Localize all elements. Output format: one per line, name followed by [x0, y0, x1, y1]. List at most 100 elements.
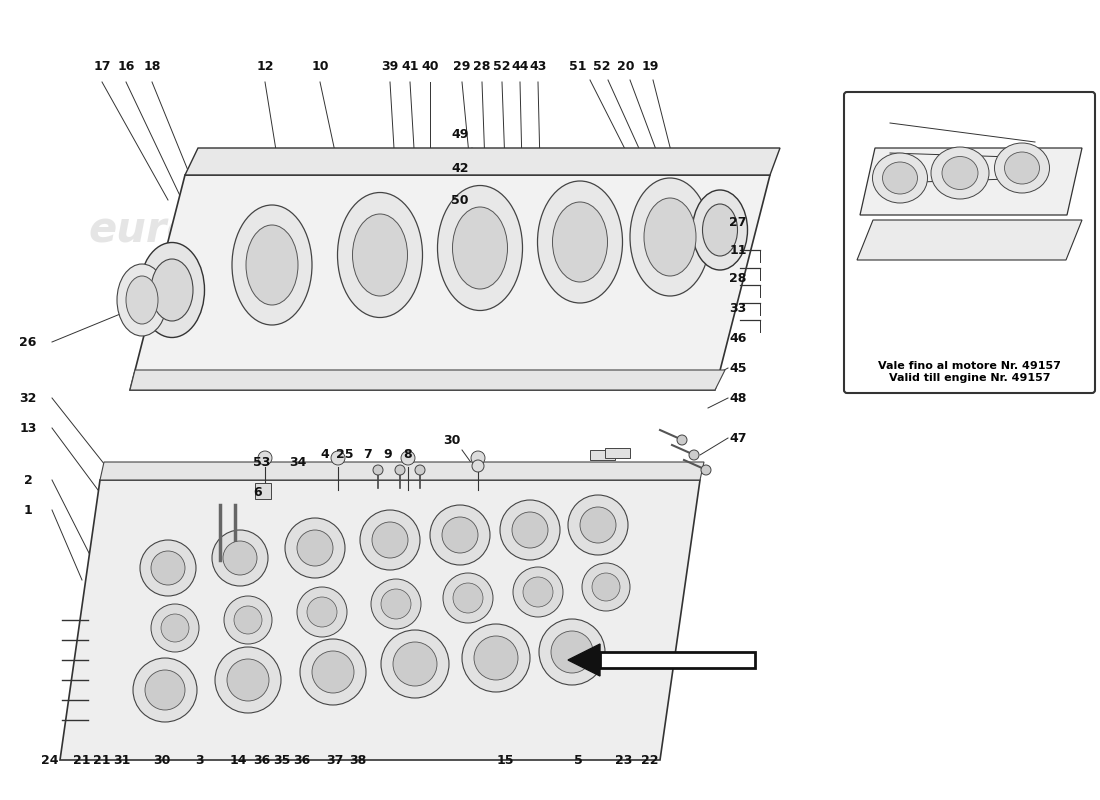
Circle shape — [133, 658, 197, 722]
Text: 26: 26 — [20, 335, 36, 349]
Text: 28: 28 — [729, 271, 747, 285]
Ellipse shape — [232, 205, 312, 325]
Text: 37: 37 — [327, 754, 343, 766]
Text: 2: 2 — [23, 474, 32, 486]
Ellipse shape — [352, 214, 407, 296]
Circle shape — [415, 465, 425, 475]
Circle shape — [395, 465, 405, 475]
Text: 25: 25 — [337, 449, 354, 462]
Text: 40: 40 — [421, 61, 439, 74]
Text: 52: 52 — [493, 61, 510, 74]
Text: 1: 1 — [23, 503, 32, 517]
Ellipse shape — [338, 193, 422, 318]
Polygon shape — [130, 370, 725, 390]
Polygon shape — [860, 148, 1082, 215]
Circle shape — [212, 530, 268, 586]
Text: 38: 38 — [350, 754, 366, 766]
Text: 21: 21 — [74, 754, 90, 766]
Text: 32: 32 — [20, 391, 36, 405]
Text: 43: 43 — [866, 113, 886, 127]
Polygon shape — [185, 148, 780, 175]
Text: Vale fino al motore Nr. 49157
Valid till engine Nr. 49157: Vale fino al motore Nr. 49157 Valid till… — [878, 362, 1060, 383]
Circle shape — [551, 631, 593, 673]
Text: 28: 28 — [473, 61, 491, 74]
Polygon shape — [60, 480, 700, 760]
Circle shape — [223, 541, 257, 575]
Circle shape — [372, 522, 408, 558]
Ellipse shape — [452, 207, 507, 289]
Text: 42: 42 — [451, 162, 469, 174]
Circle shape — [701, 465, 711, 475]
Text: 20: 20 — [617, 61, 635, 74]
Circle shape — [373, 465, 383, 475]
Text: 39: 39 — [382, 61, 398, 74]
Bar — [605, 448, 630, 458]
Circle shape — [331, 451, 345, 465]
Text: 27: 27 — [729, 215, 747, 229]
Circle shape — [224, 596, 272, 644]
Text: 44: 44 — [512, 61, 529, 74]
Ellipse shape — [872, 153, 927, 203]
Ellipse shape — [438, 186, 522, 310]
Circle shape — [312, 651, 354, 693]
Ellipse shape — [931, 147, 989, 199]
Circle shape — [462, 624, 530, 692]
Text: 36: 36 — [294, 754, 310, 766]
FancyBboxPatch shape — [255, 482, 272, 499]
Text: 33: 33 — [729, 302, 747, 314]
Circle shape — [582, 563, 630, 611]
Circle shape — [151, 551, 185, 585]
Text: 30: 30 — [443, 434, 461, 446]
Bar — [590, 450, 615, 460]
Text: 36: 36 — [253, 754, 271, 766]
Circle shape — [453, 583, 483, 613]
Text: 41: 41 — [402, 61, 419, 74]
Ellipse shape — [117, 264, 167, 336]
Polygon shape — [857, 220, 1082, 260]
Circle shape — [472, 460, 484, 472]
Text: 22: 22 — [641, 754, 659, 766]
Circle shape — [393, 642, 437, 686]
Ellipse shape — [882, 162, 917, 194]
Text: 18: 18 — [143, 61, 161, 74]
Text: 52: 52 — [593, 61, 611, 74]
Circle shape — [300, 639, 366, 705]
Text: 29: 29 — [453, 61, 471, 74]
Ellipse shape — [994, 143, 1049, 193]
FancyBboxPatch shape — [844, 92, 1094, 393]
Circle shape — [592, 573, 620, 601]
Text: 35: 35 — [273, 754, 290, 766]
Circle shape — [161, 614, 189, 642]
Circle shape — [568, 495, 628, 555]
Ellipse shape — [1004, 152, 1040, 184]
Ellipse shape — [703, 204, 737, 256]
Circle shape — [513, 567, 563, 617]
Text: 17: 17 — [94, 61, 111, 74]
Ellipse shape — [126, 276, 158, 324]
Polygon shape — [600, 652, 755, 668]
Text: 9: 9 — [384, 449, 393, 462]
Text: 46: 46 — [729, 331, 747, 345]
Circle shape — [258, 451, 272, 465]
Text: 53: 53 — [253, 455, 271, 469]
Ellipse shape — [538, 181, 623, 303]
Text: 12: 12 — [256, 61, 274, 74]
Circle shape — [539, 619, 605, 685]
Text: 6: 6 — [254, 486, 262, 498]
Circle shape — [307, 597, 337, 627]
Text: 15: 15 — [496, 754, 514, 766]
Circle shape — [474, 636, 518, 680]
Text: 11: 11 — [729, 243, 747, 257]
Text: eurospares: eurospares — [359, 209, 622, 251]
Circle shape — [360, 510, 420, 570]
Circle shape — [371, 579, 421, 629]
Text: 14: 14 — [229, 754, 246, 766]
Text: 16: 16 — [118, 61, 134, 74]
Text: 34: 34 — [289, 455, 307, 469]
Text: 47: 47 — [729, 431, 747, 445]
Text: 19: 19 — [641, 61, 659, 74]
Circle shape — [297, 530, 333, 566]
Ellipse shape — [246, 225, 298, 305]
Circle shape — [402, 451, 415, 465]
Ellipse shape — [140, 242, 205, 338]
